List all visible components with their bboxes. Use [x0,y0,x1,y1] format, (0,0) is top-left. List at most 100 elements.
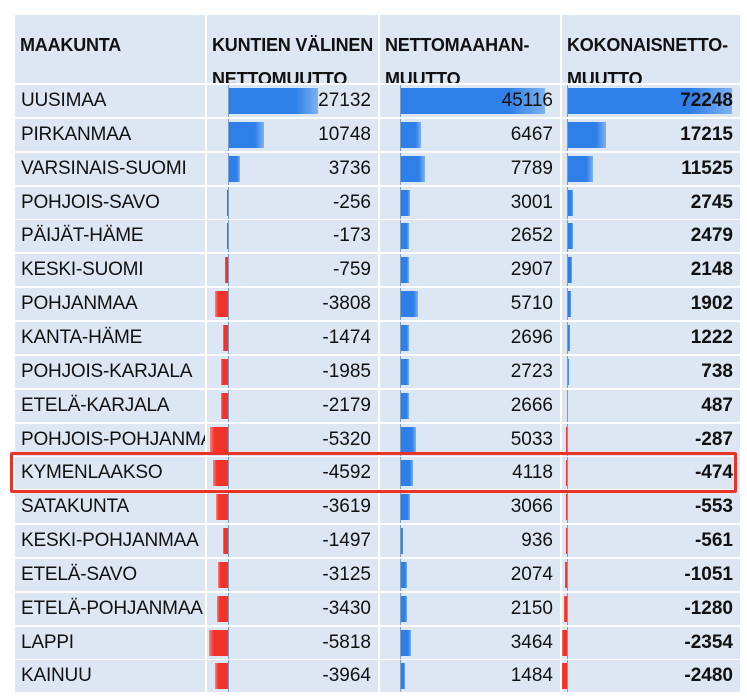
bar-axis-line [400,424,401,456]
bar-axis-line [400,356,401,388]
value-label-immigration: 7789 [510,158,553,179]
bar-axis-line [567,153,568,185]
bar-axis-line [567,390,568,422]
data-bar-total [567,122,606,148]
table-cell-immigration: 2074 [380,559,560,591]
bar-axis-line [228,220,229,252]
region-name: ETELÄ-SAVO [15,559,205,591]
value-label-immigration: 4118 [512,462,553,483]
data-bar-municipal [228,156,240,182]
bar-axis-line [567,491,568,523]
data-bar-total [567,325,570,351]
header-municipal-net-migration: KUNTIEN VÄLINEN NETTOMUUTTO [207,15,378,83]
table-cell-total: -2354 [562,627,740,659]
table-cell-total: 1222 [562,322,740,354]
bar-axis-line [400,593,401,625]
bar-axis-line [228,119,229,151]
data-bar-immigration [400,156,425,182]
value-label-total: -553 [694,496,733,517]
table-cell-immigration: 6467 [380,119,560,151]
table-cell-total: -287 [562,424,740,456]
bar-axis-line [228,457,229,489]
value-label-municipal: -3808 [322,293,371,314]
bar-axis-line [400,627,401,659]
value-label-municipal: -1497 [322,530,371,551]
data-bar-municipal [223,325,228,351]
table-cell-immigration: 936 [380,525,560,557]
value-label-immigration: 2652 [510,225,553,246]
header-region: MAAKUNTA [15,15,205,83]
table-cell-municipal: -3619 [207,491,378,523]
value-label-municipal: -256 [332,192,371,213]
bar-axis-line [567,85,568,117]
region-name: POHJOIS-POHJANMAA [15,424,205,456]
data-bar-total [566,494,567,520]
table-cell-immigration: 1484 [380,660,560,692]
bar-axis-line [567,559,568,591]
data-bar-immigration [400,528,403,554]
value-label-municipal: -4592 [322,462,371,483]
bar-axis-line [400,457,401,489]
data-bar-municipal [215,291,228,317]
region-name: KAINUU [15,660,205,692]
value-label-immigration: 936 [521,530,553,551]
value-label-municipal: -3430 [322,598,371,619]
table-cell-total: 1902 [562,288,740,320]
bar-axis-line [567,119,568,151]
value-label-immigration: 5710 [510,293,553,314]
data-bar-municipal [228,122,264,148]
region-name: POHJANMAA [15,288,205,320]
data-bar-municipal [225,257,228,283]
value-label-immigration: 2074 [510,564,553,585]
bar-axis-line [228,356,229,388]
value-label-total: -1051 [684,564,733,585]
data-bar-total [564,596,567,622]
table-cell-immigration: 2723 [380,356,560,388]
table-cell-municipal: -5320 [207,424,378,456]
header-total-line2: MUUTTO [567,69,643,83]
data-bar-municipal [221,359,228,385]
bar-axis-line [400,187,401,219]
data-bar-immigration [400,257,409,283]
bar-axis-line [567,424,568,456]
bar-axis-line [567,288,568,320]
table-cell-immigration: 2907 [380,254,560,286]
data-bar-immigration [400,190,410,216]
table-cell-immigration: 2652 [380,220,560,252]
table-cell-municipal: -3808 [207,288,378,320]
bar-axis-line [228,254,229,286]
bar-axis-line [567,254,568,286]
data-bar-municipal [227,223,228,249]
bar-axis-line [400,153,401,185]
value-label-total: 1222 [690,327,733,348]
value-label-total: 487 [701,395,733,416]
bar-axis-line [228,322,229,354]
data-bar-immigration [400,291,418,317]
table-cell-municipal: -1497 [207,525,378,557]
data-bar-municipal [209,630,228,656]
data-bar-municipal [217,596,228,622]
bar-axis-line [228,424,229,456]
table-cell-municipal: -5818 [207,627,378,659]
header-net-immigration: NETTOMAAHAN- MUUTTO [380,15,560,83]
table-cell-municipal: 27132 [207,85,378,117]
data-bar-immigration [400,427,416,453]
table-cell-immigration: 4118 [380,457,560,489]
value-label-total: 2148 [690,259,733,280]
bar-axis-line [400,525,401,557]
table-cell-total: -2480 [562,660,740,692]
value-label-immigration: 2723 [510,361,553,382]
data-bar-immigration [400,494,410,520]
data-bar-total [567,291,571,317]
table-cell-immigration: 5710 [380,288,560,320]
table-cell-municipal: -759 [207,254,378,286]
table-cell-total: -1280 [562,593,740,625]
header-municipal-line2: NETTOMUUTTO [212,69,348,83]
data-bar-total [565,562,567,588]
table-cell-immigration: 5033 [380,424,560,456]
table-cell-municipal: -2179 [207,390,378,422]
data-bar-immigration [400,359,409,385]
bar-axis-line [228,390,229,422]
value-label-municipal: -5818 [322,632,371,653]
data-bar-municipal [210,427,228,453]
